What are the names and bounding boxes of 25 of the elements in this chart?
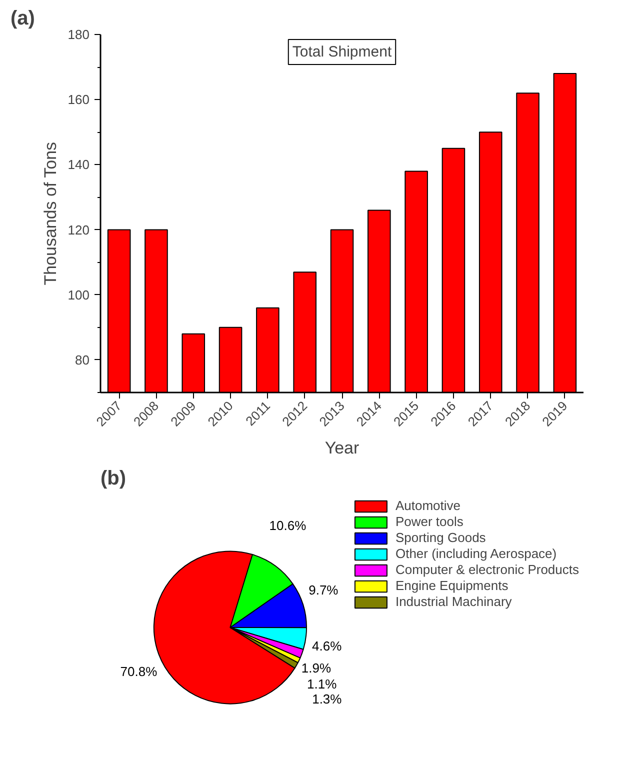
data-label: 1.9% (301, 660, 332, 676)
legend-label: Engine Equipments (395, 578, 508, 593)
legend-label: Sporting Goods (395, 530, 486, 545)
data-label: 9.7% (308, 582, 339, 598)
text: (a) (10, 8, 35, 30)
y-tick-label: 100 (68, 287, 90, 302)
y-tick-label: 180 (68, 27, 90, 42)
data-label: 1.3% (312, 691, 342, 706)
data-label: 4.6% (312, 638, 342, 654)
legend-label: Power tools (395, 514, 464, 529)
y-tick-label: 160 (68, 92, 90, 108)
y-tick-label: 80 (75, 352, 90, 368)
text: Total Shipment (292, 44, 392, 60)
y-tick-label: 140 (68, 157, 90, 172)
y-tick-label: 120 (68, 222, 90, 238)
legend-label: Computer & electronic Products (395, 562, 579, 577)
y-axis-title: Thousands of Tons (40, 142, 60, 286)
data-label: 10.6% (269, 518, 307, 534)
legend-label: Automotive (395, 498, 461, 513)
legend-label: Industrial Machinary (395, 594, 512, 609)
text: (b) (100, 468, 126, 490)
legend-label: Other (including Aerospace) (395, 546, 557, 561)
x-axis-title: Year (324, 438, 360, 458)
data-label: 1.1% (307, 676, 338, 692)
data-label: 70.8% (120, 664, 158, 680)
